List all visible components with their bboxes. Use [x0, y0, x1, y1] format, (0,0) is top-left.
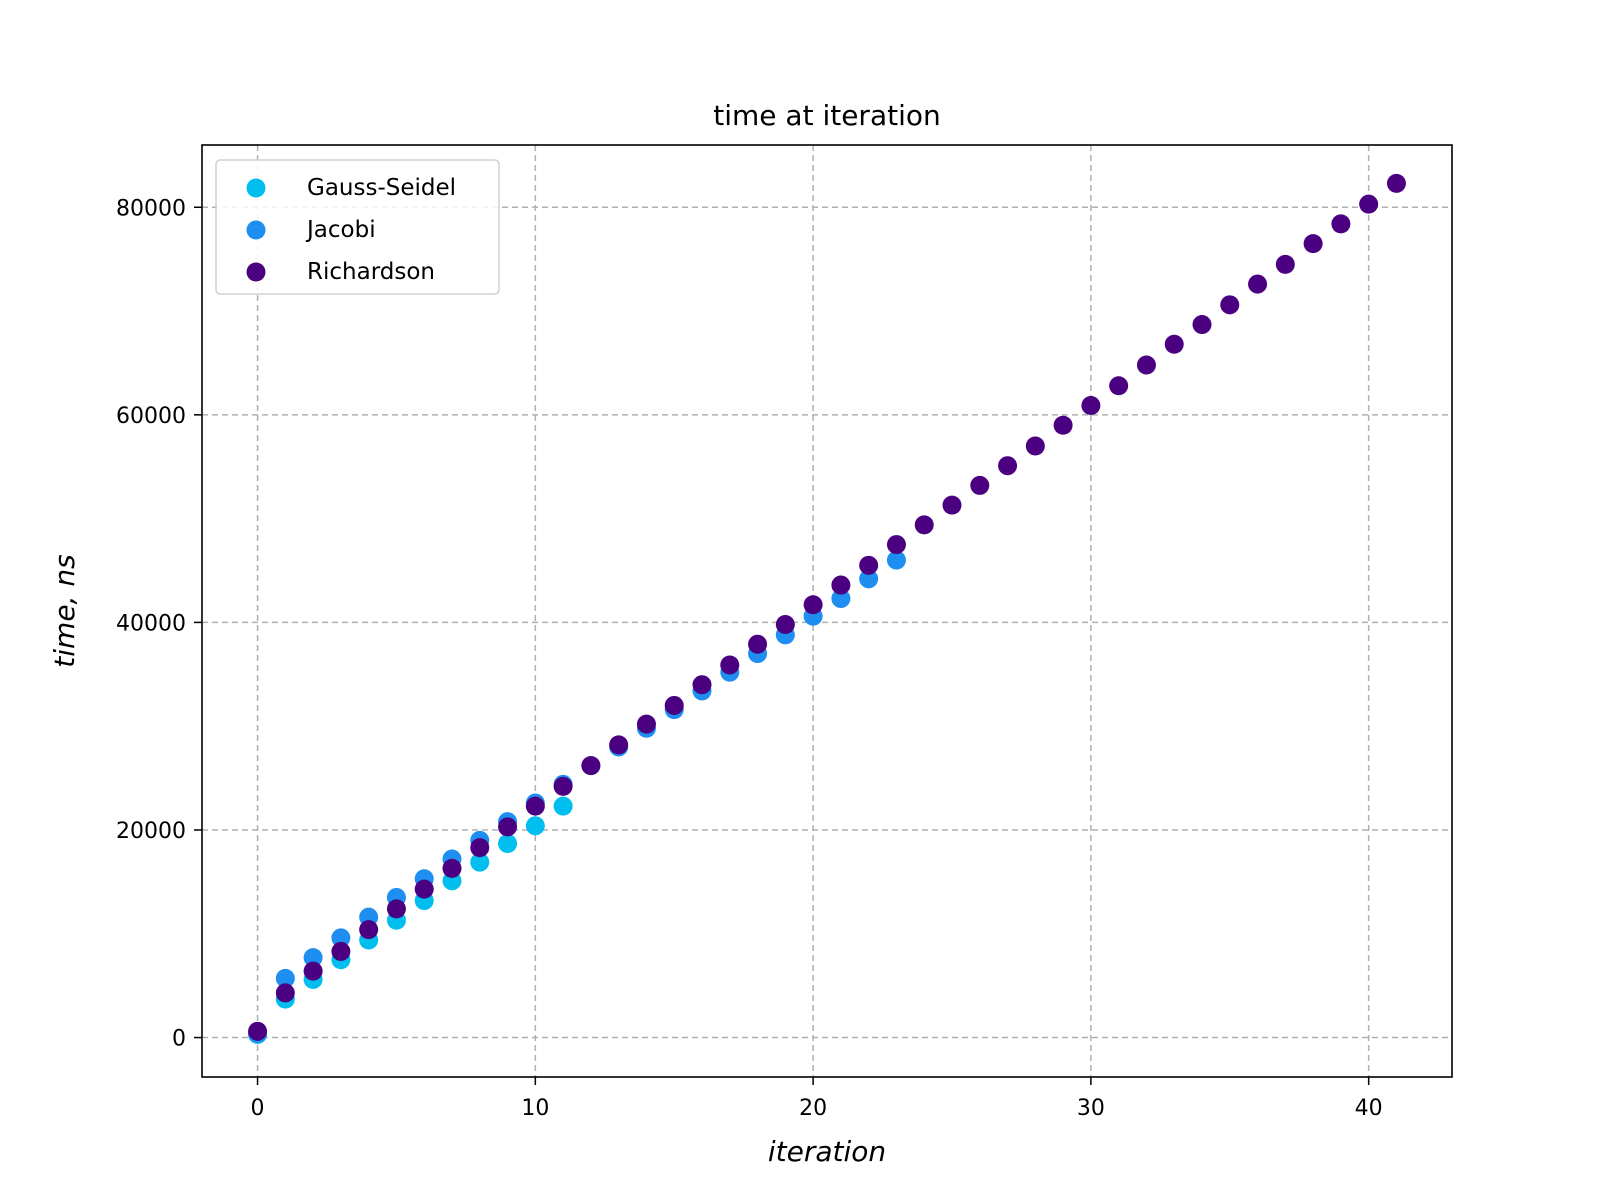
data-point — [442, 858, 462, 878]
data-point — [386, 899, 406, 919]
data-point — [998, 456, 1018, 476]
y-axis-label: time, ns — [48, 554, 81, 667]
y-tick-label: 40000 — [116, 611, 186, 636]
data-point — [498, 833, 518, 853]
data-point — [1386, 173, 1406, 193]
grid-lines — [202, 145, 1452, 1077]
data-point — [886, 550, 906, 570]
data-point — [803, 595, 823, 615]
data-point — [470, 838, 490, 858]
data-point — [609, 735, 629, 755]
data-point — [692, 675, 712, 695]
data-point — [1275, 254, 1295, 274]
x-axis-label: iteration — [768, 1135, 886, 1168]
data-point — [359, 920, 379, 940]
data-point — [553, 796, 573, 816]
data-points — [248, 173, 1406, 1044]
data-point — [1220, 295, 1240, 315]
y-tick-label: 80000 — [116, 196, 186, 221]
x-tick-label: 0 — [251, 1096, 265, 1121]
data-point — [636, 714, 656, 734]
data-point — [303, 948, 323, 968]
x-tick-label: 20 — [799, 1096, 827, 1121]
data-point — [1248, 274, 1268, 294]
data-point — [331, 928, 351, 948]
data-point — [470, 852, 490, 872]
data-point — [1025, 436, 1045, 456]
axis-ticks: 0 10 20 30 40 0 20000 40000 60000 80000 — [116, 196, 1383, 1121]
data-point — [498, 817, 518, 837]
data-point — [275, 968, 295, 988]
data-point — [1359, 194, 1379, 214]
data-point — [1081, 396, 1101, 416]
legend-box — [215, 159, 500, 295]
legend-label: Richardson — [307, 259, 435, 285]
data-point — [831, 575, 851, 595]
data-point — [553, 776, 573, 796]
data-point — [525, 816, 545, 836]
legend: Gauss-Seidel Jacobi Richardson — [215, 159, 500, 295]
data-point — [581, 756, 601, 776]
data-point — [248, 1021, 268, 1041]
data-point — [775, 614, 795, 634]
data-point — [1331, 214, 1351, 234]
x-tick-label: 10 — [521, 1096, 549, 1121]
x-tick-label: 30 — [1077, 1096, 1105, 1121]
data-point — [942, 495, 962, 515]
data-point — [720, 655, 740, 675]
data-point — [970, 475, 990, 495]
data-point — [748, 634, 768, 654]
x-tick-label: 40 — [1355, 1096, 1383, 1121]
data-point — [1192, 315, 1212, 335]
data-point — [664, 695, 684, 715]
data-point — [303, 961, 323, 981]
data-point — [1164, 334, 1184, 354]
data-point — [859, 569, 879, 589]
data-point — [886, 535, 906, 555]
data-point — [1109, 376, 1129, 396]
data-point — [859, 555, 879, 575]
data-point — [1303, 234, 1323, 254]
legend-marker — [246, 178, 266, 198]
legend-label: Jacobi — [305, 217, 376, 243]
plot-frame — [201, 144, 1453, 1078]
y-tick-label: 20000 — [116, 819, 186, 844]
legend-label: Gauss-Seidel — [307, 175, 456, 201]
data-point — [331, 941, 351, 961]
data-point — [414, 879, 434, 899]
chart-title: time at iteration — [713, 99, 941, 132]
legend-marker — [246, 220, 266, 240]
y-tick-label: 60000 — [116, 404, 186, 429]
data-point — [1136, 355, 1156, 375]
data-point — [831, 589, 851, 609]
data-point — [525, 796, 545, 816]
y-tick-label: 0 — [172, 1027, 186, 1052]
legend-marker — [246, 262, 266, 282]
data-point — [275, 983, 295, 1003]
series-richardson — [248, 173, 1406, 1041]
data-point — [914, 515, 934, 535]
data-point — [1053, 415, 1073, 435]
